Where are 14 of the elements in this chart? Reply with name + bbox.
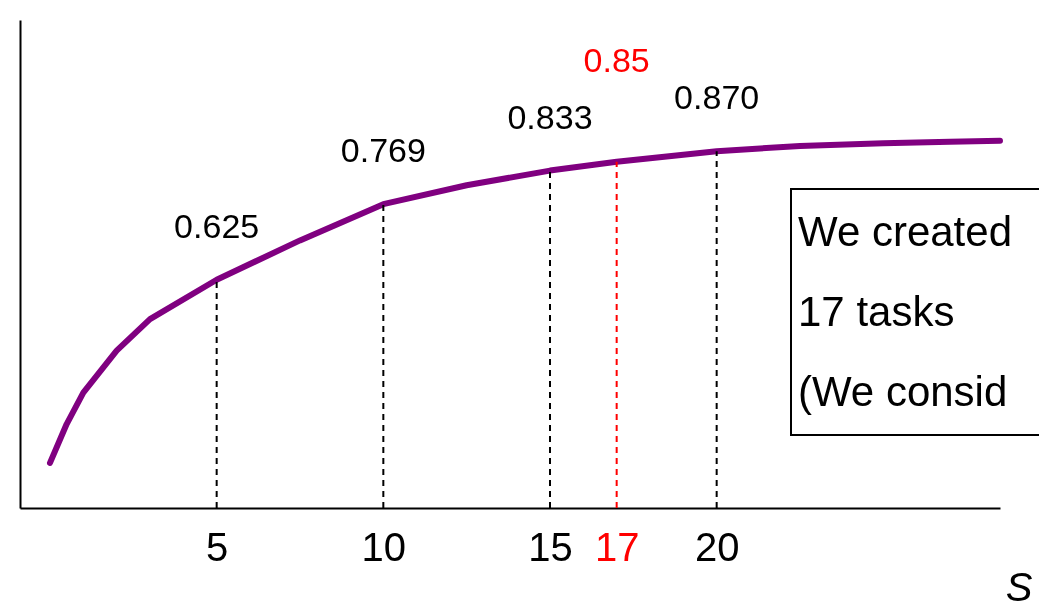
x-axis-title: S: [1005, 564, 1033, 606]
x-tick-label: 17: [594, 524, 640, 569]
x-tick-label: 5: [206, 524, 229, 569]
x-tick-label: 15: [528, 524, 573, 569]
data-label: 0.870: [674, 78, 760, 117]
x-tick-label: 10: [361, 524, 407, 569]
annotation: We created: [798, 207, 1013, 257]
data-label: 0.769: [340, 131, 426, 170]
data-label: 0.833: [507, 97, 593, 136]
annotation: (We consid: [798, 367, 1009, 417]
x-tick-label: 20: [694, 524, 740, 569]
data-label: 0.85: [583, 40, 650, 79]
annotation: 17 tasks: [798, 287, 956, 337]
data-label: 0.625: [174, 206, 260, 245]
